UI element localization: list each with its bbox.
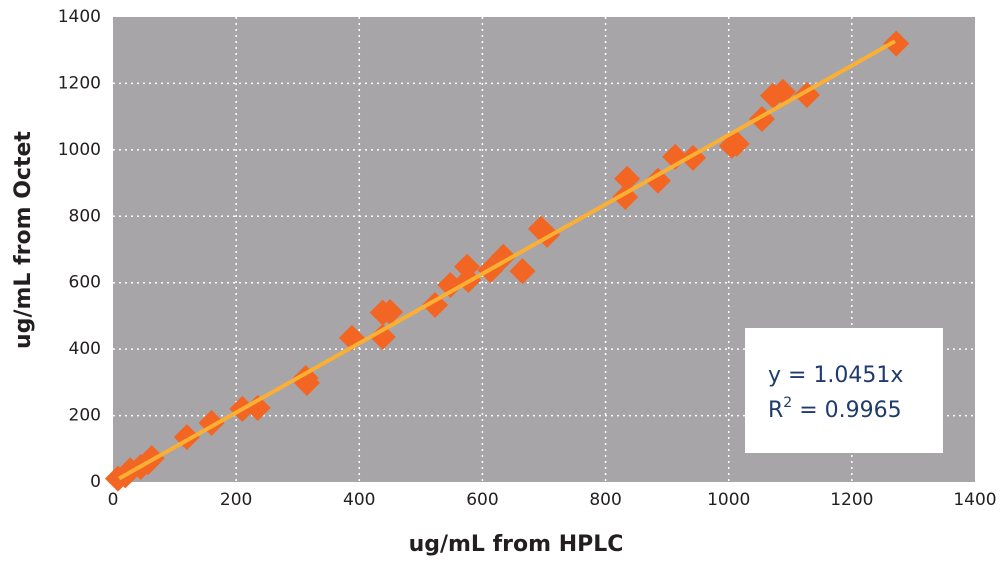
y-axis-label: ug/mL from Octet — [11, 131, 36, 349]
annotation-equation: y = 1.0451x — [768, 363, 903, 388]
y-tick-label: 800 — [69, 206, 101, 226]
point — [769, 78, 796, 105]
point — [883, 30, 910, 57]
point — [509, 258, 536, 285]
trendline — [118, 39, 896, 481]
x-tick-label: 600 — [466, 490, 498, 510]
r2-value: = 0.9965 — [792, 398, 901, 423]
point — [369, 323, 396, 350]
x-tick-label: 1000 — [707, 490, 750, 510]
y-tick-label: 200 — [69, 406, 101, 426]
r: R — [768, 398, 783, 423]
x-tick-label: 200 — [220, 490, 252, 510]
x-axis-label: ug/mL from HPLC — [409, 532, 624, 557]
point — [377, 298, 404, 325]
x-tick-label: 800 — [589, 490, 621, 510]
point — [614, 165, 641, 192]
y-tick-label: 0 — [90, 472, 101, 492]
annotation-r2: R2 = 0.9965 — [768, 395, 902, 423]
y-tick-label: 1000 — [58, 140, 101, 160]
point — [490, 243, 517, 270]
marks — [104, 30, 910, 492]
x-tick-label: 0 — [108, 490, 119, 510]
point — [644, 167, 671, 194]
annotation-box — [745, 328, 943, 453]
sup: 2 — [783, 395, 792, 411]
point — [723, 130, 750, 157]
y-tick-label: 1200 — [58, 73, 101, 93]
x-tick-label: 1200 — [830, 490, 873, 510]
point — [244, 394, 271, 421]
x-tick-label: 1400 — [953, 490, 996, 510]
x-tick-label: 400 — [343, 490, 375, 510]
y-tick-label: 400 — [69, 339, 101, 359]
y-tick-label: 1400 — [58, 7, 101, 27]
y-tick-label: 600 — [69, 273, 101, 293]
